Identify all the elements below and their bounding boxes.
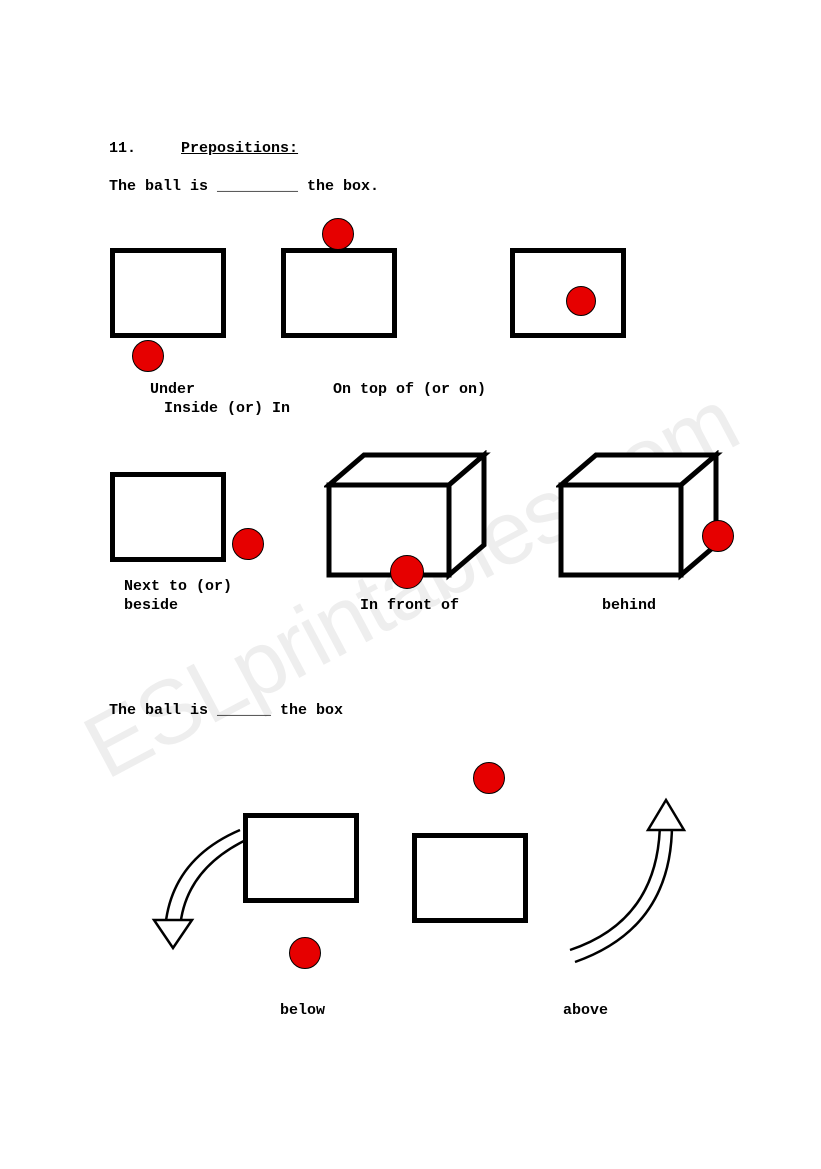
label-infrontof: In front of xyxy=(360,597,459,614)
section-number: 11. xyxy=(109,140,136,157)
arrow-right-icon xyxy=(550,780,690,980)
ball-below xyxy=(289,937,321,969)
box-ontopof xyxy=(281,248,397,338)
sentence-1: The ball is _________ the box. xyxy=(109,178,379,195)
label-nextto: Next to (or) xyxy=(124,578,232,595)
ball-nextto xyxy=(232,528,264,560)
label-above: above xyxy=(563,1002,608,1019)
ball-ontopof xyxy=(322,218,354,250)
arrow-left-icon xyxy=(140,820,260,1000)
section-header: 11. Prepositions: xyxy=(109,140,298,157)
label-ontopof: On top of (or on) xyxy=(333,381,486,398)
ball-under xyxy=(132,340,164,372)
label-beside: beside xyxy=(124,597,178,614)
sentence-2: The ball is ______ the box xyxy=(109,702,343,719)
label-below: below xyxy=(280,1002,325,1019)
box-below xyxy=(243,813,359,903)
label-inside: Inside (or) In xyxy=(164,400,290,417)
box-under xyxy=(110,248,226,338)
box-nextto xyxy=(110,472,226,562)
ball-above xyxy=(473,762,505,794)
ball-inside xyxy=(566,286,596,316)
label-under: Under xyxy=(150,381,195,398)
ball-behind xyxy=(702,520,734,552)
cube-behind xyxy=(556,450,726,590)
label-behind: behind xyxy=(602,597,656,614)
ball-infrontof xyxy=(390,555,424,589)
section-title: Prepositions: xyxy=(181,140,298,157)
box-above xyxy=(412,833,528,923)
